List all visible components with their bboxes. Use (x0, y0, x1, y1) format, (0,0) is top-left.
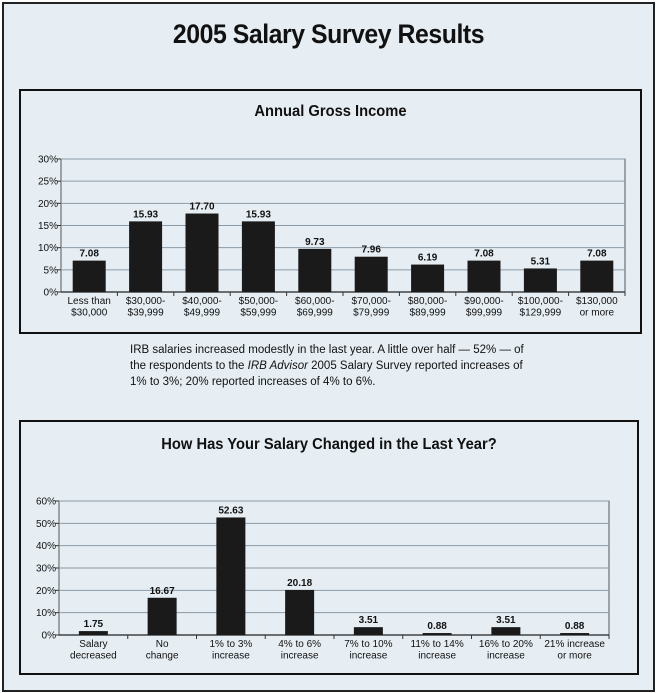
category-label: $50,000- (239, 296, 278, 307)
y-tick-label: 10% (36, 608, 56, 619)
category-label: Less than (68, 296, 111, 307)
category-label: $99,999 (466, 308, 503, 319)
y-tick-label: 25% (38, 177, 58, 188)
data-label: 16.67 (150, 586, 175, 597)
bar (354, 256, 388, 292)
data-label: 6.19 (418, 253, 438, 264)
y-tick-label: 0% (44, 288, 59, 299)
category-label: 21% increase (544, 639, 605, 650)
category-label: change (146, 651, 179, 662)
bar (78, 631, 108, 635)
salary-change-chart-panel: How Has Your Salary Changed in the Last … (19, 420, 639, 675)
y-tick-label: 20% (38, 199, 58, 210)
category-label: increase (418, 651, 456, 662)
data-label: 7.08 (474, 249, 494, 260)
category-label: 7% to 10% (344, 639, 392, 650)
y-tick-label: 40% (36, 541, 56, 552)
data-label: 52.63 (218, 505, 243, 516)
bar (298, 248, 332, 292)
category-label: $40,000- (182, 296, 221, 307)
category-label: $130,000 (576, 296, 618, 307)
category-label: 1% to 3% (209, 639, 252, 650)
bar (353, 627, 383, 635)
y-tick-label: 30% (36, 564, 56, 575)
category-label: $39,999 (128, 308, 165, 319)
category-label: $100,000- (518, 296, 563, 307)
category-label: increase (212, 651, 250, 662)
category-label: or more (557, 651, 592, 662)
category-label: 4% to 6% (278, 639, 321, 650)
data-label: 3.51 (496, 615, 516, 626)
bar (491, 627, 521, 635)
category-label: $49,999 (184, 308, 221, 319)
data-label: 1.75 (84, 619, 104, 630)
income-chart-panel: Annual Gross Income 0% 5% 10% 15% 20% 25% 30% 7… (19, 89, 642, 334)
category-label: Salary (79, 639, 107, 650)
data-label: 7.08 (587, 249, 607, 260)
bar (72, 260, 106, 292)
bar (129, 221, 163, 292)
category-label: $30,000 (71, 308, 108, 319)
data-label: 7.96 (361, 245, 381, 256)
category-label: $30,000- (126, 296, 165, 307)
bar (147, 597, 177, 635)
category-label: $60,000- (295, 296, 334, 307)
data-label: 0.88 (565, 621, 585, 632)
category-label: $59,999 (240, 308, 277, 319)
y-tick-label: 20% (36, 586, 56, 597)
category-label: $80,000- (408, 296, 447, 307)
caption-text: IRB salaries increased modestly in the l… (130, 342, 530, 390)
caption-part1: IRB salaries increased modestly in the l… (130, 344, 524, 372)
data-label: 7.08 (79, 249, 99, 260)
category-label: $90,000- (464, 296, 503, 307)
bar (523, 268, 557, 292)
y-tick-label: 50% (36, 519, 56, 530)
category-label: increase (281, 651, 319, 662)
category-label: increase (349, 651, 387, 662)
y-tick-label: 0% (42, 631, 57, 642)
bar (411, 264, 445, 292)
data-label: 5.31 (531, 256, 551, 267)
bar (422, 633, 452, 635)
data-label: 15.93 (246, 209, 271, 220)
category-label: $79,999 (353, 308, 390, 319)
y-tick-label: 60% (36, 497, 56, 508)
bar (241, 221, 275, 292)
category-label: $89,999 (410, 308, 447, 319)
bar (560, 633, 590, 635)
category-label: $69,999 (297, 308, 334, 319)
bar (185, 213, 219, 292)
y-tick-label: 30% (38, 155, 58, 166)
category-label: or more (580, 308, 615, 319)
data-label: 20.18 (287, 578, 312, 589)
chart-title: How Has Your Salary Changed in the Last … (161, 436, 497, 453)
y-tick-label: 5% (44, 265, 59, 276)
data-label: 9.73 (305, 237, 325, 248)
data-label: 3.51 (359, 615, 379, 626)
caption-italic: IRB Advisor (247, 360, 308, 372)
page-title: 2005 Salary Survey Results (172, 19, 485, 49)
y-tick-label: 15% (38, 221, 58, 232)
category-label: No (156, 639, 169, 650)
y-tick-label: 10% (38, 243, 58, 254)
category-label: $129,999 (520, 308, 562, 319)
category-label: $70,000- (351, 296, 390, 307)
chart-title: Annual Gross Income (254, 103, 407, 120)
bar (285, 589, 315, 635)
category-label: increase (487, 651, 525, 662)
category-label: decreased (70, 651, 117, 662)
bar (216, 517, 246, 635)
data-label: 17.70 (189, 202, 214, 213)
bar (580, 260, 614, 292)
income-bar-chart: 0% 5% 10% 15% 20% 25% 30% 7.08 Less than$30,000 1… (38, 155, 626, 319)
caption-part2: 2005 Salary Survey reported increases of… (130, 360, 523, 388)
bar (467, 260, 501, 292)
category-label: 11% to 14% (411, 639, 464, 650)
data-label: 0.88 (427, 621, 447, 632)
data-label: 15.93 (133, 209, 158, 220)
category-label: 16% to 20% (479, 639, 533, 650)
